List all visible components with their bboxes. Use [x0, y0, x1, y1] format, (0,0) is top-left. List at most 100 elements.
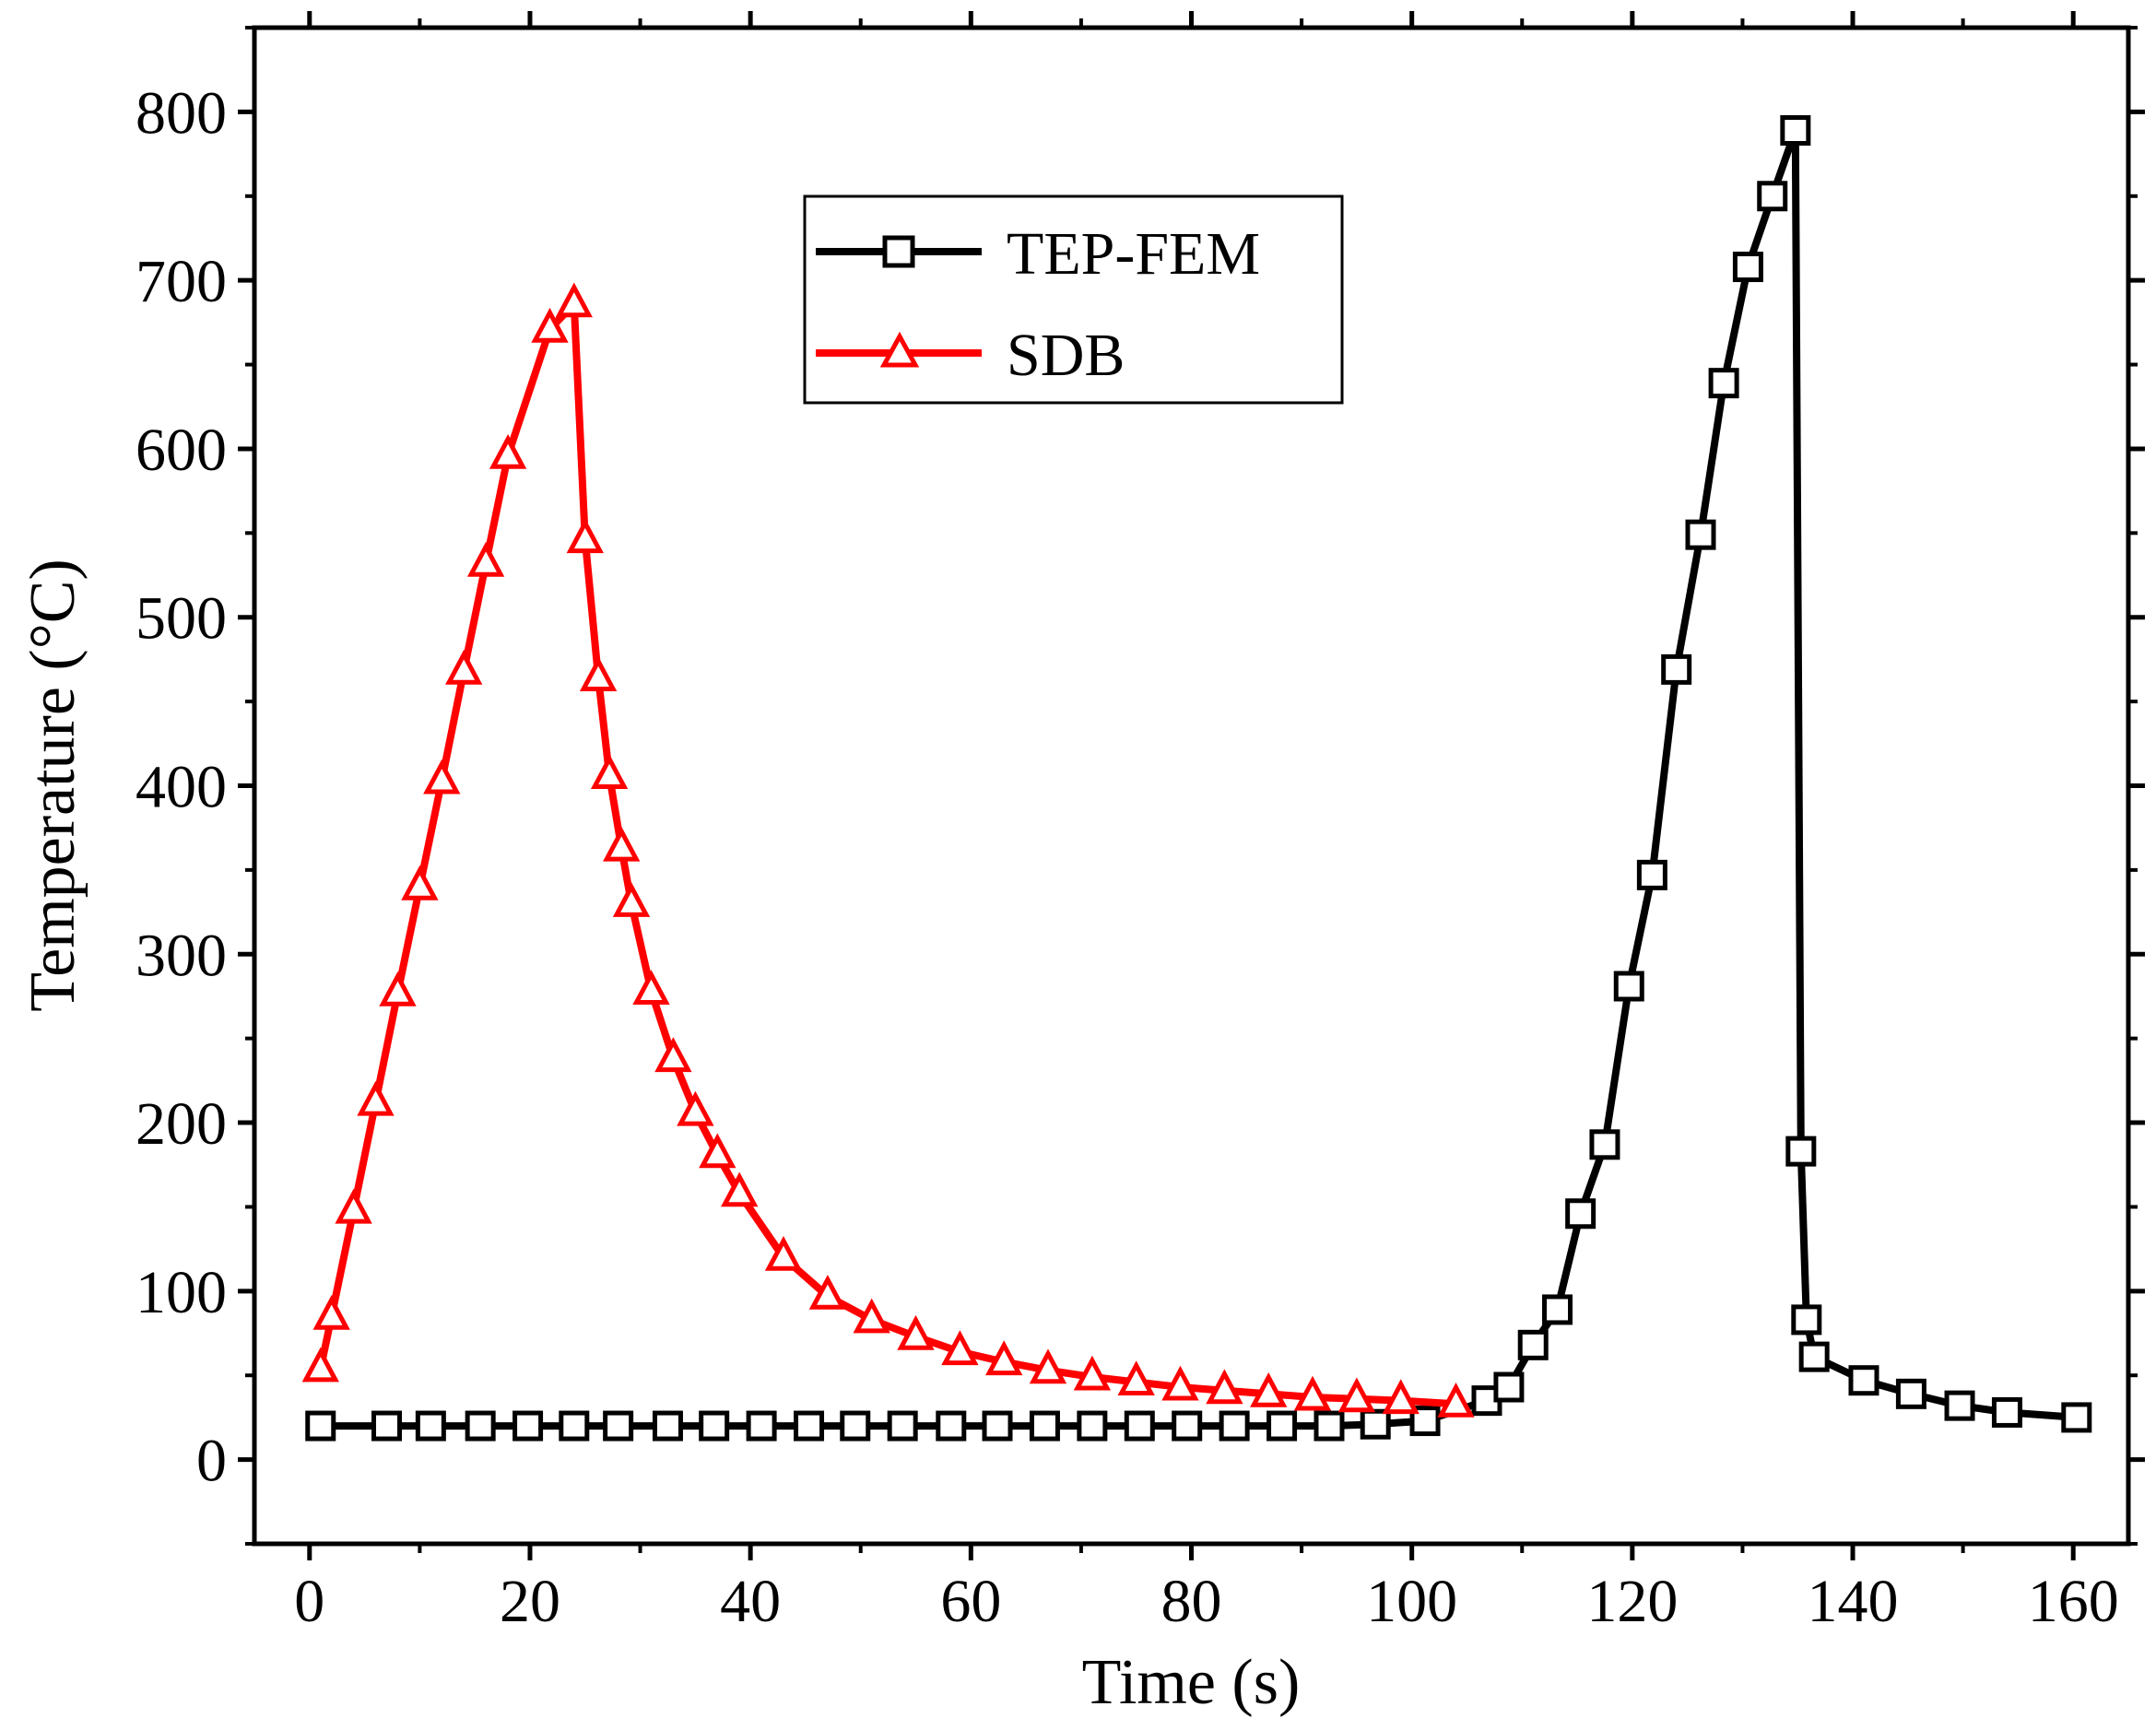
data-point-sdb — [1337, 1377, 1376, 1413]
data-point-sdb — [466, 541, 505, 577]
data-point-tep-fem — [512, 1410, 544, 1442]
data-point-sdb — [335, 1188, 372, 1224]
data-point-tep-fem — [1493, 1371, 1525, 1403]
data-point-sdb — [1117, 1360, 1155, 1395]
y-axis-title: Temperature (°C) — [18, 559, 88, 1011]
data-point-sdb — [379, 971, 417, 1006]
data-point-sdb — [445, 649, 483, 685]
data-point-tep-fem — [305, 1410, 336, 1442]
data-point-tep-fem — [1517, 1329, 1549, 1360]
data-point-sdb — [1073, 1355, 1112, 1391]
data-point-sdb — [301, 1347, 339, 1383]
data-point-tep-fem — [1542, 1294, 1573, 1325]
y-tick-label: 800 — [135, 79, 227, 147]
y-tick-label: 200 — [135, 1090, 227, 1158]
data-point-tep-fem — [1219, 1410, 1250, 1442]
data-point-tep-fem — [1757, 181, 1788, 212]
data-point-sdb — [941, 1330, 979, 1366]
legend-label-tep-fem: TEP-FEM — [1007, 220, 1260, 288]
data-point-sdb — [897, 1314, 935, 1350]
data-point-tep-fem — [1991, 1396, 2022, 1428]
x-tick-label: 20 — [500, 1568, 560, 1635]
data-point-sdb — [853, 1298, 890, 1334]
data-point-tep-fem — [371, 1410, 403, 1442]
data-point-sdb — [1293, 1375, 1332, 1411]
series-sdb — [301, 282, 1475, 1418]
data-point-tep-fem — [559, 1410, 590, 1442]
x-tick-label: 0 — [294, 1568, 324, 1635]
data-point-sdb — [603, 826, 641, 862]
data-point-tep-fem — [1848, 1365, 1879, 1396]
data-point-sdb — [677, 1090, 714, 1126]
legend-entry-sdb: SDB — [816, 322, 1125, 389]
data-point-tep-fem — [840, 1410, 871, 1442]
x-tick-label: 60 — [940, 1568, 1001, 1635]
legend-entry-tep-fem: TEP-FEM — [816, 220, 1260, 288]
plot-frame — [252, 25, 2131, 1547]
data-point-tep-fem — [415, 1410, 446, 1442]
data-point-tep-fem — [1798, 1341, 1830, 1372]
y-tick-label: 100 — [135, 1259, 227, 1326]
data-point-sdb — [808, 1274, 847, 1310]
data-point-tep-fem — [1685, 519, 1716, 550]
data-point-tep-fem — [1565, 1198, 1596, 1230]
series-tep-fem — [305, 114, 2092, 1442]
legend-label-sdb: SDB — [1007, 322, 1125, 389]
data-point-tep-fem — [1613, 971, 1644, 1002]
data-point-tep-fem — [1360, 1408, 1391, 1440]
data-point-sdb — [566, 518, 604, 554]
data-point-sdb — [1206, 1369, 1243, 1405]
y-tick-label: 300 — [135, 922, 227, 989]
data-point-tep-fem — [1172, 1410, 1203, 1442]
x-tick-label: 100 — [1366, 1568, 1457, 1635]
data-point-tep-fem — [1661, 653, 1692, 685]
x-tick-label: 80 — [1161, 1568, 1222, 1635]
data-point-tep-fem — [1029, 1410, 1060, 1442]
legend-marker-triangle — [879, 331, 920, 368]
y-tick-label: 400 — [135, 754, 227, 821]
data-point-tep-fem — [1708, 368, 1739, 399]
data-point-sdb — [654, 1037, 692, 1073]
data-point-tep-fem — [936, 1410, 967, 1442]
data-point-sdb — [579, 656, 618, 691]
data-point-tep-fem — [699, 1410, 730, 1442]
x-tick-label: 40 — [720, 1568, 781, 1635]
data-point-tep-fem — [1077, 1410, 1108, 1442]
data-point-tep-fem — [1732, 252, 1763, 283]
legend: TEP-FEM SDB — [803, 194, 1344, 405]
data-point-sdb — [590, 754, 629, 789]
data-point-sdb — [401, 865, 439, 900]
data-point-tep-fem — [465, 1410, 496, 1442]
data-point-sdb — [555, 282, 593, 318]
y-tick-label: 700 — [135, 248, 227, 315]
data-point-sdb — [632, 970, 670, 1005]
data-point-sdb — [423, 759, 461, 794]
x-tick-label: 160 — [2028, 1568, 2119, 1635]
data-point-sdb — [312, 1294, 350, 1330]
data-point-sdb — [985, 1340, 1023, 1376]
data-point-tep-fem — [1785, 1136, 1817, 1167]
data-point-tep-fem — [746, 1410, 777, 1442]
data-point-tep-fem — [1589, 1129, 1620, 1160]
data-point-sdb — [1161, 1365, 1199, 1401]
data-point-sdb — [1029, 1348, 1067, 1384]
data-point-tep-fem — [1944, 1390, 1975, 1421]
data-point-sdb — [1382, 1379, 1420, 1415]
data-point-tep-fem — [1314, 1410, 1345, 1442]
data-point-tep-fem — [1267, 1410, 1298, 1442]
data-point-tep-fem — [1780, 114, 1811, 146]
data-point-tep-fem — [1636, 859, 1667, 890]
x-tick-label: 140 — [1808, 1568, 1899, 1635]
data-point-tep-fem — [794, 1410, 825, 1442]
x-tick-label: 120 — [1586, 1568, 1678, 1635]
legend-box — [803, 194, 1344, 405]
legend-marker-square — [882, 235, 915, 268]
data-point-sdb — [699, 1133, 736, 1169]
data-point-tep-fem — [2061, 1402, 2092, 1433]
series-layer — [301, 114, 2092, 1442]
data-point-sdb — [764, 1235, 803, 1271]
data-point-tep-fem — [603, 1410, 634, 1442]
data-point-tep-fem — [1791, 1304, 1822, 1336]
data-point-tep-fem — [1124, 1410, 1155, 1442]
